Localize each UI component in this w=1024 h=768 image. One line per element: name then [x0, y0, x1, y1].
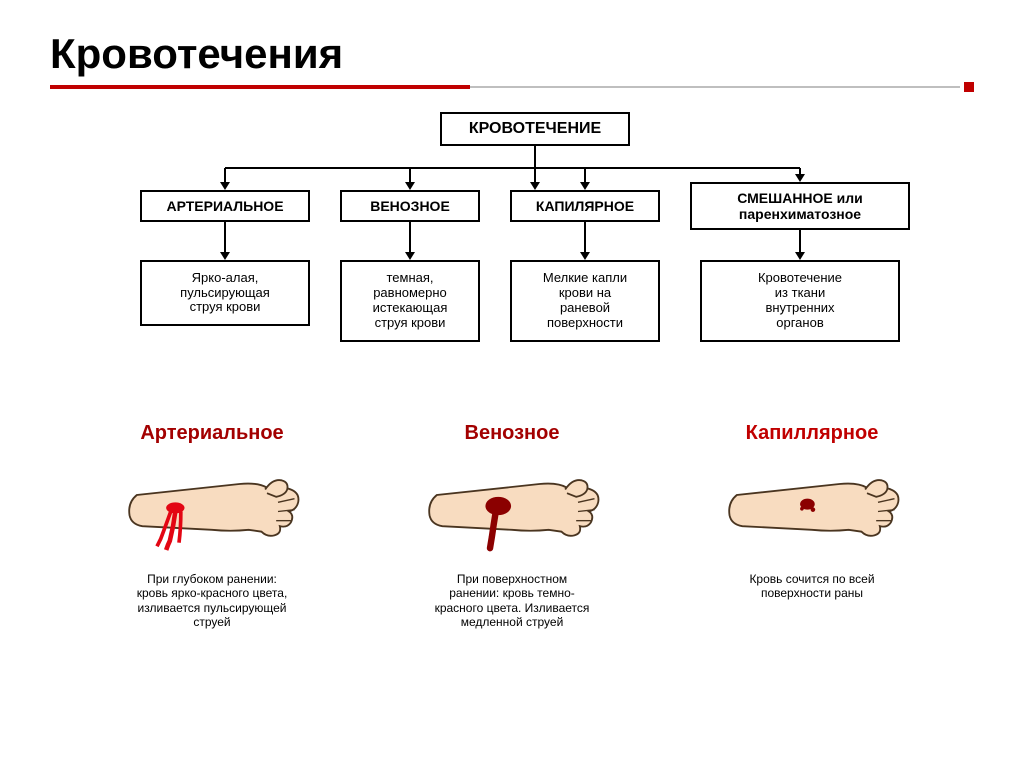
connector-line: [409, 222, 411, 254]
arm-illustration: [412, 451, 612, 561]
illustration-title-arterial: Артериальное: [92, 422, 332, 445]
illustration-venous: Венозное При поверхностном ранении: кров…: [392, 422, 632, 630]
flowchart-type-mixed: СМЕШАННОЕ или паренхиматозное: [690, 182, 910, 230]
arrowhead-icon: [795, 174, 805, 182]
title-block: Кровотечения: [50, 30, 974, 92]
arrowhead-icon: [220, 182, 230, 190]
flowchart-desc-venous: темная, равномерно истекающая струя кров…: [340, 260, 480, 342]
flowchart-type-capillary: КАПИЛЯРНОЕ: [510, 190, 660, 222]
illustration-caption-arterial: При глубоком ранении: кровь ярко-красног…: [92, 572, 332, 630]
connector-line: [534, 146, 536, 168]
illustration-caption-capillary: Кровь сочится по всей поверхности раны: [692, 572, 932, 601]
underline-gray: [470, 86, 960, 88]
arrowhead-icon: [220, 252, 230, 260]
title-underline: [50, 82, 974, 92]
illustration-arterial: Артериальное При глубоком ранении: кровь…: [92, 422, 332, 630]
connector-line: [799, 230, 801, 254]
arrowhead-icon: [795, 252, 805, 260]
arrowhead-icon: [580, 252, 590, 260]
flowchart-type-venous: ВЕНОЗНОЕ: [340, 190, 480, 222]
arm-icon: [392, 451, 632, 566]
arm-icon: [92, 451, 332, 566]
flowchart-type-arterial: АРТЕРИАЛЬНОЕ: [140, 190, 310, 222]
illustration-title-venous: Венозное: [392, 422, 632, 445]
underline-red: [50, 85, 470, 89]
flowchart-root: КРОВОТЕЧЕНИЕ: [440, 112, 630, 146]
page-title: Кровотечения: [50, 30, 974, 78]
illustration-title-capillary: Капиллярное: [692, 422, 932, 445]
arrowhead-icon: [405, 252, 415, 260]
underline-square: [964, 82, 974, 92]
connector-line: [584, 222, 586, 254]
arm-illustration: [112, 451, 312, 561]
arrowhead-icon: [580, 182, 590, 190]
illustration-caption-venous: При поверхностном ранении: кровь темно- …: [392, 572, 632, 630]
connector-line: [224, 222, 226, 254]
flowchart-area: КРОВОТЕЧЕНИЕ АРТЕРИАЛЬНОЕ ВЕНОЗНОЕ КАПИЛЯРН…: [50, 112, 974, 412]
illustrations-row: Артериальное При глубоком ранении: кровь…: [50, 422, 974, 630]
flowchart-desc-capillary: Мелкие капли крови на раневой поверхност…: [510, 260, 660, 342]
connector-line: [225, 167, 800, 169]
flowchart-desc-arterial: Ярко-алая, пульсирующая струя крови: [140, 260, 310, 326]
illustration-capillary: Капиллярное Кровь сочится по всей поверх…: [692, 422, 932, 630]
arrowhead-icon: [530, 182, 540, 190]
arrowhead-icon: [405, 182, 415, 190]
arm-illustration: [712, 451, 912, 561]
flowchart-desc-mixed: Кровотечение из ткани внутренних органов: [700, 260, 900, 342]
arm-icon: [692, 451, 932, 566]
